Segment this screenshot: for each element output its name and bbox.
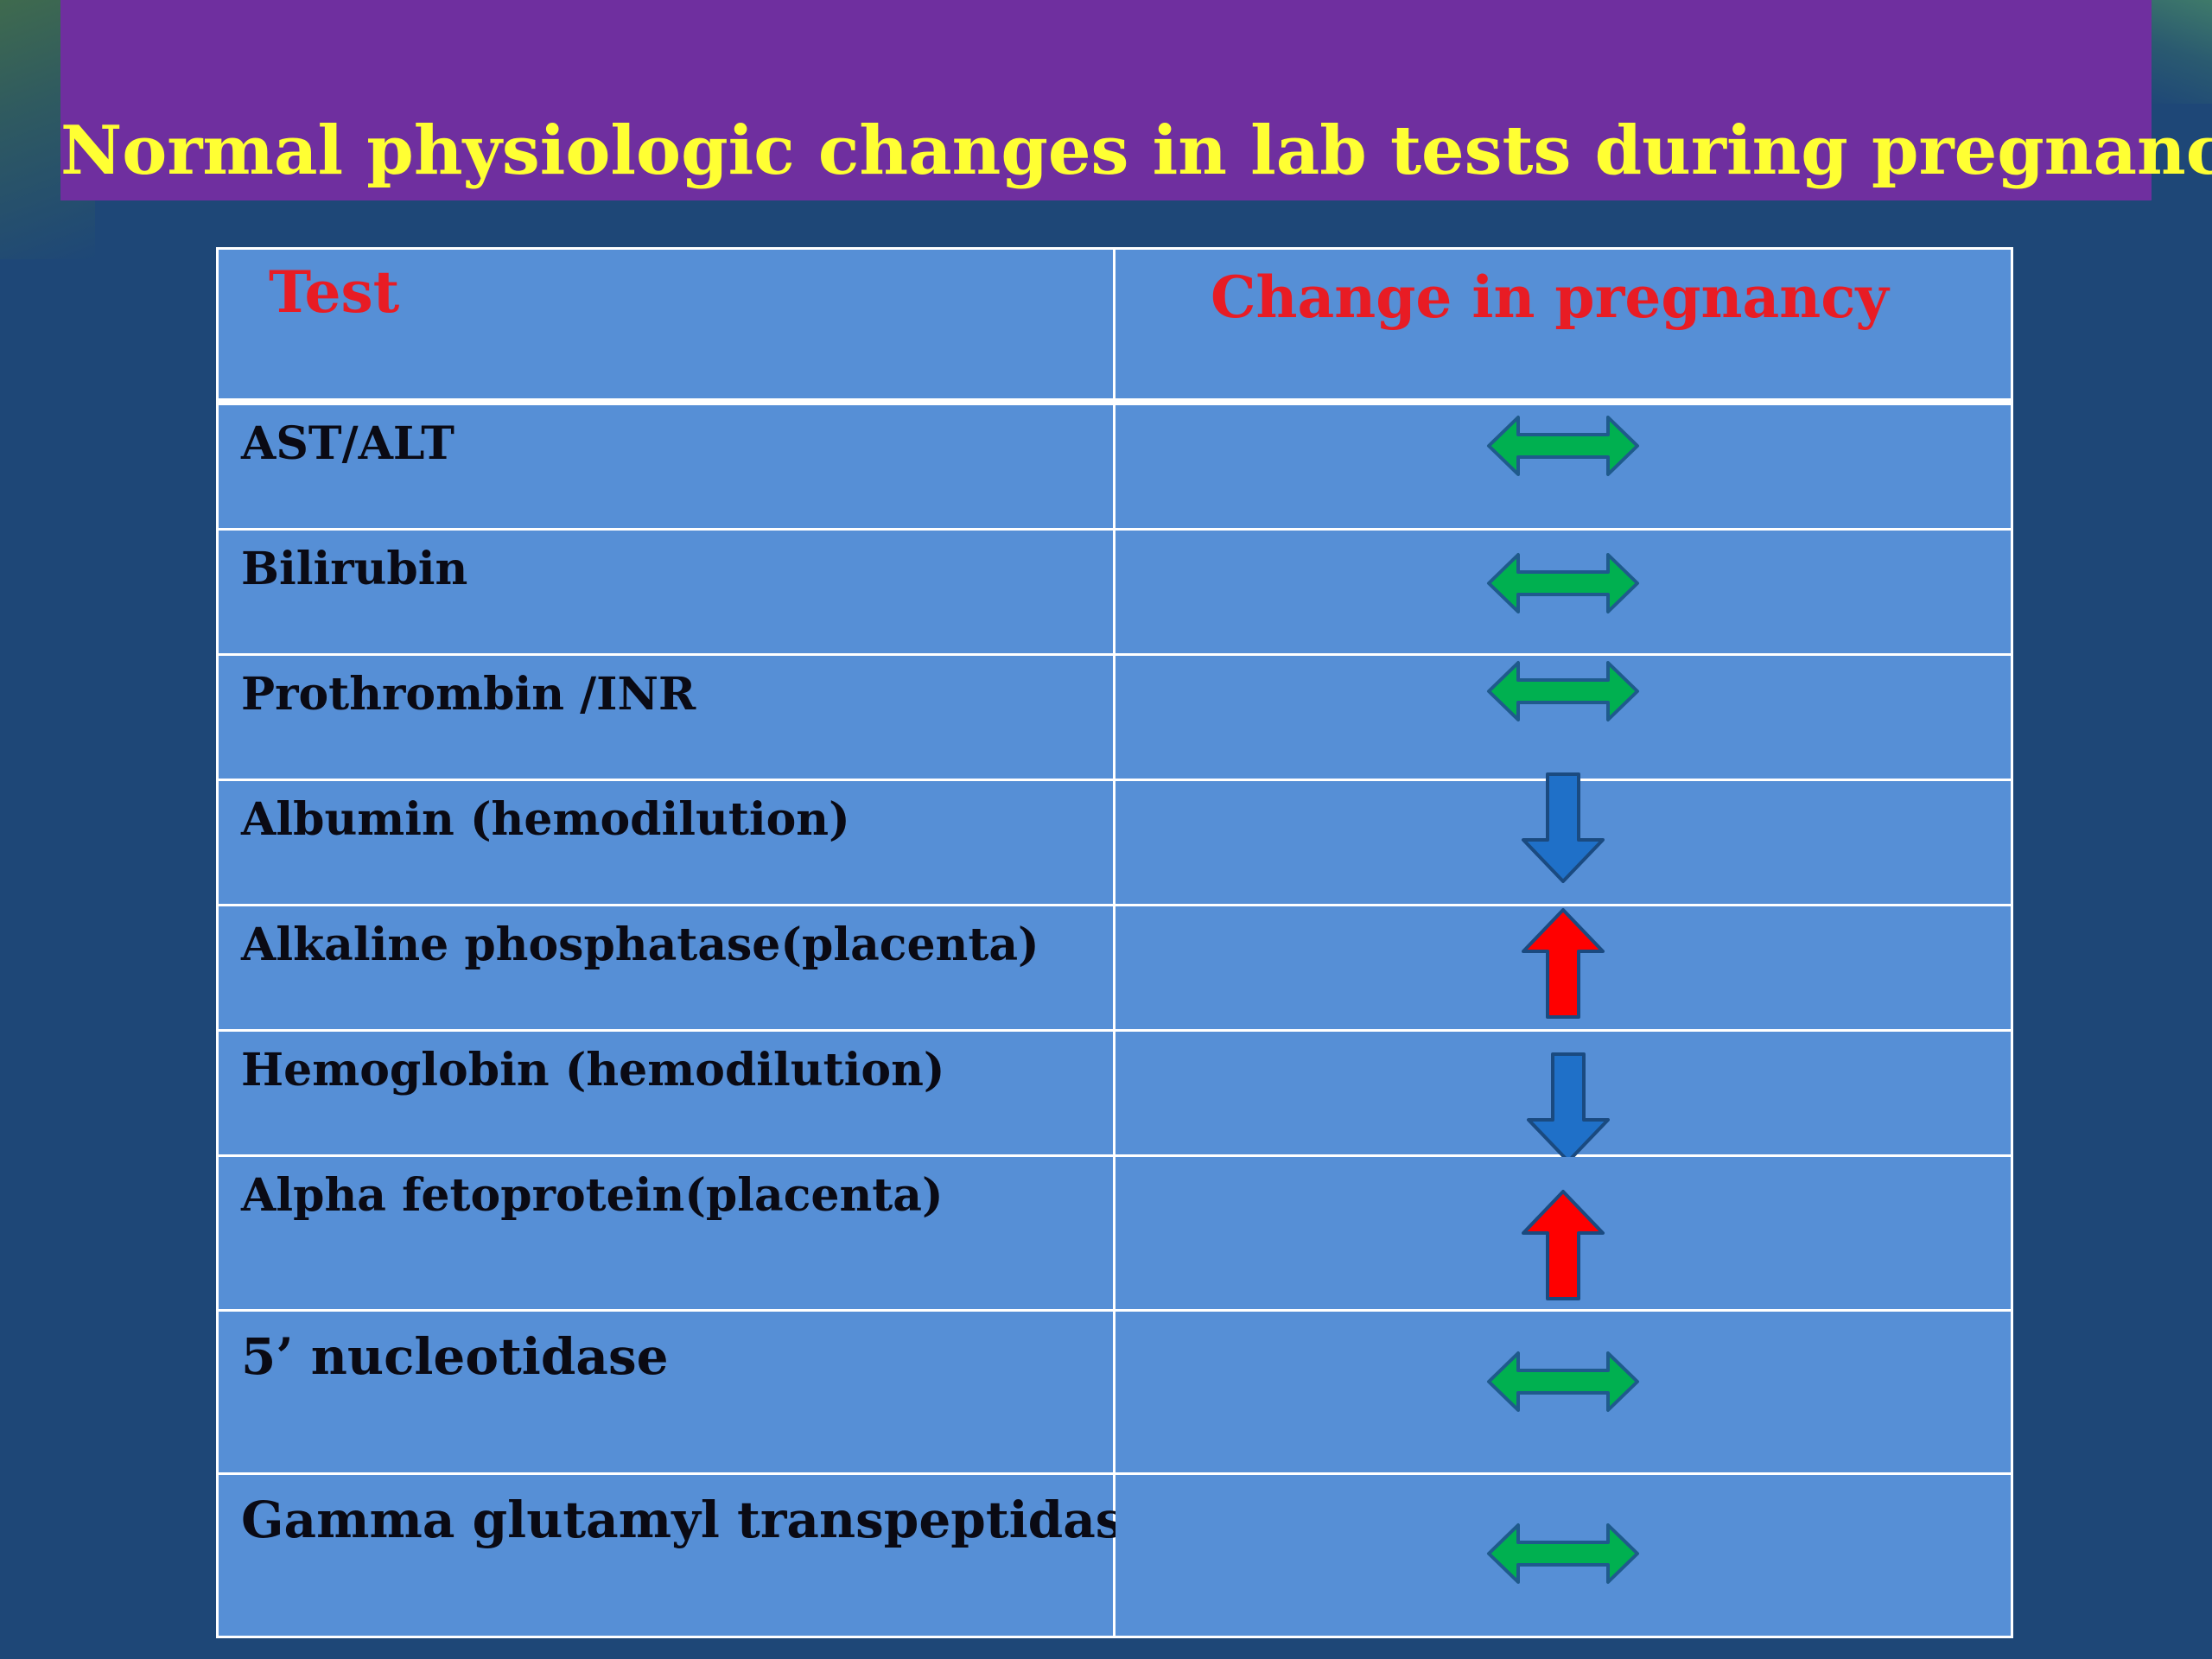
test-cell: 5’ nucleotidase: [216, 1309, 1116, 1475]
test-cell: Alpha fetoprotein(placenta): [216, 1154, 1116, 1312]
table-header-row: Test Change in pregnancy: [216, 247, 2013, 405]
header-test-cell: Test: [216, 247, 1116, 405]
table-row: Alpha fetoprotein(placenta): [216, 1154, 2013, 1312]
up-arrow-icon: [1522, 1190, 1605, 1300]
test-cell: Albumin (hemodilution): [216, 779, 1116, 906]
corner-decoration-right: [2143, 0, 2212, 104]
change-cell: [1113, 1309, 2013, 1475]
double-arrow-icon: [1487, 661, 1639, 721]
test-cell: Prothrombin /INR: [216, 653, 1116, 781]
test-name: Alkaline phosphatase(placenta): [241, 918, 1039, 971]
test-cell: Hemoglobin (hemodilution): [216, 1029, 1116, 1157]
test-cell: Bilirubin: [216, 528, 1116, 656]
table-row: Albumin (hemodilution): [216, 772, 2013, 906]
test-cell: Gamma glutamyl transpeptidase: [216, 1472, 1156, 1638]
up-arrow-icon: [1522, 908, 1605, 1019]
change-cell: [1113, 400, 2013, 531]
slide-title: Normal physiologic changes in lab tests …: [60, 111, 2212, 190]
table-row: Bilirubin: [216, 528, 2013, 656]
change-cell: [1113, 1154, 2013, 1312]
table-row: Alkaline phosphatase(placenta): [216, 904, 2013, 1032]
change-cell: [1113, 904, 2013, 1032]
header-change-cell: Change in pregnancy: [1113, 247, 2013, 405]
change-cell: [1113, 653, 2013, 781]
lab-tests-table: Test Change in pregnancy AST/ALT Bilirub…: [216, 247, 2013, 1638]
header-change: Change in pregnancy: [1211, 264, 1889, 331]
double-arrow-icon: [1487, 1351, 1639, 1412]
test-cell: AST/ALT: [216, 400, 1116, 531]
change-cell: [1113, 772, 2013, 906]
double-arrow-icon: [1487, 1523, 1639, 1584]
test-name: 5’ nucleotidase: [241, 1327, 669, 1386]
test-name: Albumin (hemodilution): [241, 793, 850, 846]
double-arrow-icon: [1487, 553, 1639, 613]
test-name: Hemoglobin (hemodilution): [241, 1044, 945, 1096]
change-cell: [1113, 1472, 2013, 1638]
test-name: AST/ALT: [241, 417, 454, 470]
double-arrow-icon: [1487, 416, 1639, 476]
test-name: Alpha fetoprotein(placenta): [241, 1169, 944, 1222]
title-bar: [60, 0, 2152, 200]
header-test: Test: [269, 258, 400, 326]
table-row: Prothrombin /INR: [216, 653, 2013, 781]
table-row: Hemoglobin (hemodilution): [216, 1029, 2013, 1163]
table-row: Gamma glutamyl transpeptidase: [216, 1472, 2013, 1638]
down-arrow-icon: [1522, 772, 1605, 883]
test-cell: Alkaline phosphatase(placenta): [216, 904, 1116, 1032]
test-name: Prothrombin /INR: [241, 668, 696, 721]
table-row: AST/ALT: [216, 400, 2013, 531]
table-row: 5’ nucleotidase: [216, 1309, 2013, 1475]
down-arrow-icon: [1527, 1052, 1610, 1163]
test-name: Gamma glutamyl transpeptidase: [241, 1491, 1156, 1549]
test-name: Bilirubin: [241, 543, 468, 595]
change-cell: [1113, 528, 2013, 656]
change-cell: [1113, 1029, 2013, 1163]
